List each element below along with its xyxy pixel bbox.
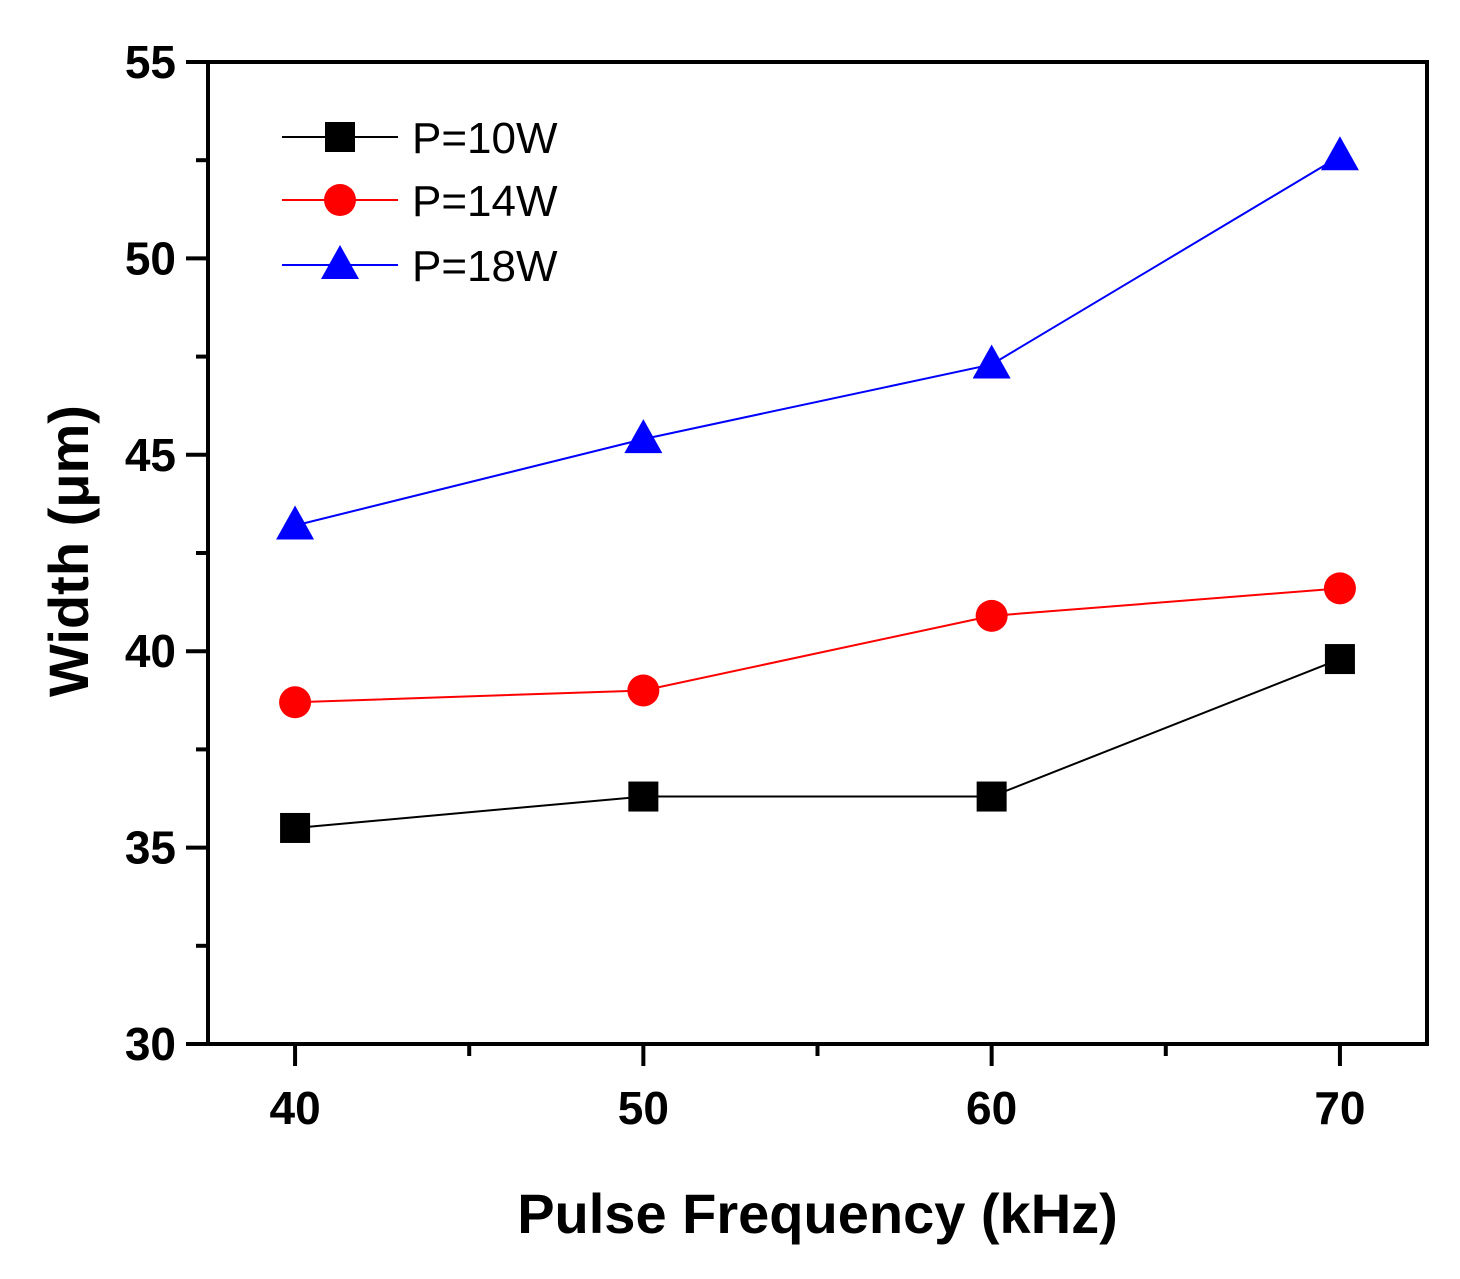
legend: P=10W P=14W P=18W — [282, 114, 558, 291]
x-tick-label: 50 — [618, 1082, 669, 1134]
data-point — [628, 781, 659, 812]
legend-label: P=18W — [412, 242, 558, 291]
y-tick-label: 30 — [125, 1018, 176, 1070]
legend-item: P=10W — [282, 114, 558, 163]
legend-marker — [324, 184, 356, 216]
series-2 — [279, 572, 1356, 719]
x-tick-label: 40 — [269, 1082, 320, 1134]
series-3 — [276, 136, 1359, 540]
y-tick-label: 40 — [125, 625, 176, 677]
x-axis-title: Pulse Frequency (kHz) — [517, 1182, 1118, 1245]
data-point — [1323, 572, 1356, 605]
y-axis-title: Width (μm) — [37, 405, 100, 697]
plot-frame — [206, 60, 1429, 1046]
legend-item: P=14W — [282, 177, 558, 226]
data-point — [1324, 644, 1355, 675]
data-point — [624, 419, 663, 454]
legend-item: P=18W — [282, 242, 558, 291]
data-point — [276, 505, 315, 540]
data-point — [627, 674, 660, 707]
y-tick-label: 55 — [125, 36, 176, 88]
x-tick-label: 70 — [1314, 1082, 1365, 1134]
data-point — [972, 344, 1011, 379]
legend-marker — [325, 122, 355, 152]
series-1 — [280, 644, 1355, 843]
data-point — [975, 599, 1008, 632]
legend-label: P=14W — [412, 177, 558, 226]
series-line — [294, 658, 1341, 829]
y-tick-label: 50 — [125, 232, 176, 284]
series-line — [295, 587, 1341, 704]
y-tick-label: 45 — [125, 429, 176, 481]
x-tick-label: 60 — [966, 1082, 1017, 1134]
series-line — [294, 155, 1341, 527]
data-point — [976, 781, 1007, 812]
y-tick-label: 35 — [125, 822, 176, 874]
data-point — [279, 686, 312, 719]
data-point — [280, 812, 311, 843]
axis-ticks: 30 35 40 45 50 55 40 50 60 70 — [125, 36, 1366, 1134]
legend-label: P=10W — [412, 114, 558, 163]
legend-marker — [321, 245, 359, 279]
data-point — [1320, 136, 1359, 171]
plot-marks — [276, 136, 1359, 843]
